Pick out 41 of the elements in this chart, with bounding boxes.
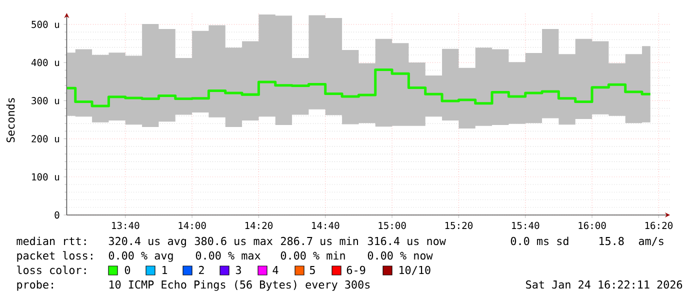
text: 380.6 us max [194,236,273,246]
text: median rtt: [16,236,86,246]
text: 0 [124,266,130,274]
y-tick-label: 300 u [32,97,60,104]
x-tick-label: 13:40 [112,222,140,230]
y-tick-label: 200 u [32,135,60,142]
x-tick-label: 14:20 [245,222,273,230]
text: 0.00 % min [280,251,345,260]
y-tick-label: 500 u [32,20,60,28]
text: 1 [162,266,168,274]
text: packet loss: [17,251,92,262]
text: 4 [272,266,278,274]
y-axis-title: Seconds [6,98,15,142]
x-tick-label: 15:40 [512,222,540,230]
y-tick-label: 400 u [31,58,60,66]
text: loss color: [17,266,86,274]
x-tick-label: 14:00 [178,222,206,230]
text: 286.7 us min [281,236,358,246]
x-tick-label: 15:00 [378,222,406,230]
text: 15.8 [600,236,624,246]
x-tick-label: 16:20 [645,222,672,230]
x-tick-label: 16:00 [578,222,606,230]
text: 0.0 ms sd [510,236,568,246]
text: 0.00 % now [368,251,433,260]
text: 0.00 % avg [108,251,173,262]
text: Sat Jan 24 16:22:11 2026 [526,280,682,289]
text: 10 ICMP Echo Pings (56 Bytes) every 300s [110,280,370,291]
y-tick-label: 100 u [32,173,60,181]
text: 6-9 [346,266,366,274]
x-tick-label: 15:20 [445,222,473,230]
text: 316.4 us now [368,236,446,246]
text: 10/10 [400,266,430,276]
text: 3 [236,266,241,274]
y-tick-label: 0 [54,211,60,219]
text: 5 [310,266,315,274]
text: probe: [17,280,53,291]
text: am/s [638,237,664,246]
text: 2 [199,266,204,274]
text: 320.4 us avg [108,236,186,248]
text: 0.00 % max [196,251,260,260]
x-tick-label: 14:40 [312,222,340,230]
